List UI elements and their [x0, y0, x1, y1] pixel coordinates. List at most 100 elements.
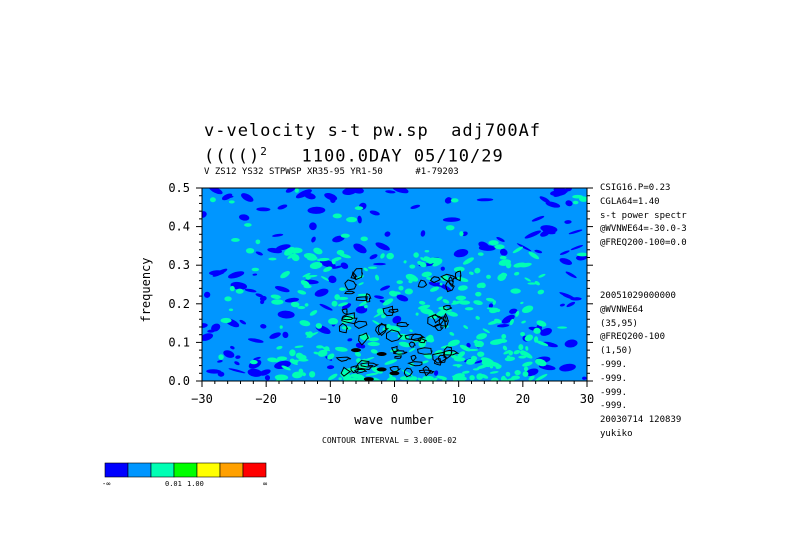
high-value-patch: [474, 267, 481, 274]
low-value-patch: [509, 308, 518, 314]
contour-line: [443, 312, 449, 330]
high-value-fleck: [465, 360, 475, 365]
sidebar-top-line: CGLA64=1.40: [600, 196, 660, 207]
high-value-patch: [513, 350, 521, 355]
y-tick-label: 0.5: [168, 181, 190, 195]
contour-lines: [335, 267, 462, 381]
low-value-patch: [357, 215, 362, 224]
x-tick-label: 10: [451, 392, 465, 406]
contour-line: [407, 361, 423, 367]
high-value-patch: [534, 281, 540, 286]
low-value-patch: [434, 370, 439, 376]
high-value-fleck: [228, 308, 234, 312]
high-value-patch: [419, 261, 427, 268]
low-value-patch: [275, 244, 291, 251]
high-value-patch: [315, 323, 323, 329]
high-value-fleck: [249, 360, 258, 365]
high-value-fleck: [244, 223, 252, 227]
high-value-patch: [338, 377, 343, 381]
high-value-patch: [320, 276, 330, 281]
high-value-patch: [502, 345, 508, 351]
low-value-patch: [330, 197, 336, 203]
high-value-fleck: [472, 368, 480, 371]
low-value-patch: [328, 275, 337, 284]
low-value-patch: [375, 242, 390, 251]
low-value-patch: [341, 303, 352, 310]
contour-line: [396, 321, 410, 328]
high-value-patch: [364, 304, 368, 309]
high-value-fleck: [459, 300, 471, 305]
high-value-patch: [538, 273, 546, 278]
high-value-fleck: [268, 257, 277, 261]
sidebar-bottom-line: -999.: [600, 360, 628, 370]
low-value-patch: [332, 265, 343, 269]
high-value-patch: [335, 346, 348, 352]
y-tick-label: 0.2: [168, 297, 190, 311]
high-value-fleck: [499, 255, 507, 260]
high-value-fleck: [409, 264, 416, 269]
contour-line: [443, 349, 460, 356]
high-value-patch: [408, 347, 416, 352]
high-value-patch: [426, 276, 432, 281]
high-value-patch: [508, 350, 514, 356]
high-value-patch: [404, 288, 413, 295]
high-value-patch: [446, 311, 458, 317]
high-value-patch: [409, 329, 413, 333]
high-value-patch: [372, 320, 381, 326]
high-value-patch: [495, 364, 502, 370]
low-value-patch: [253, 356, 261, 361]
high-value-patch: [447, 339, 460, 347]
high-value-patch: [426, 338, 432, 342]
high-value-patch: [473, 300, 483, 306]
high-value-patch: [328, 373, 338, 381]
sidebar-bottom-line: 20051029000000: [600, 291, 676, 301]
low-value-patch: [223, 350, 235, 358]
high-value-fleck: [486, 274, 491, 279]
y-tick-label: 0.3: [168, 258, 190, 272]
high-value-patch: [331, 300, 338, 307]
high-value-patch: [271, 299, 284, 305]
high-value-fleck: [572, 200, 579, 205]
high-value-patch: [305, 331, 309, 336]
contour-line: [353, 368, 368, 374]
sidebar-top-line: CSIG16.P=0.23: [600, 183, 671, 193]
chart-subtitle: (((()2 1100.0DAY 05/10/29: [204, 145, 504, 167]
low-value-patch: [340, 262, 349, 269]
high-value-fleck: [218, 354, 224, 360]
high-value-patch: [489, 371, 499, 374]
low-value-patch: [247, 338, 264, 343]
high-value-fleck: [340, 370, 352, 374]
low-value-patch: [234, 361, 240, 366]
contour-line: [340, 366, 353, 377]
contour-line: [443, 304, 453, 311]
high-value-fleck: [522, 371, 529, 377]
low-value-patch: [531, 215, 545, 222]
high-value-patch: [393, 291, 401, 295]
high-value-fleck: [303, 284, 312, 289]
high-value-patch: [418, 300, 426, 305]
contour-line: [341, 308, 348, 315]
high-value-patch: [442, 299, 450, 304]
low-value-patch: [570, 297, 582, 301]
high-value-patch: [462, 370, 470, 374]
high-value-patch: [435, 308, 449, 318]
low-value-patch: [501, 314, 515, 324]
contour-line: [352, 267, 364, 281]
high-value-patch: [294, 345, 304, 348]
high-value-patch: [489, 365, 494, 369]
high-value-fleck: [518, 355, 527, 359]
high-value-patch: [327, 353, 335, 360]
high-value-patch: [506, 355, 511, 359]
low-value-patch: [410, 204, 421, 209]
low-value-patch: [559, 258, 573, 266]
high-value-patch: [270, 294, 281, 299]
low-value-patch: [203, 291, 211, 298]
high-value-patch: [317, 349, 328, 357]
high-value-patch: [289, 247, 303, 254]
high-value-patch: [452, 376, 458, 381]
high-value-patch: [345, 374, 351, 380]
high-value-fleck: [339, 287, 346, 291]
high-value-patch: [420, 308, 434, 315]
high-value-fleck: [396, 280, 403, 285]
low-value-patch: [565, 271, 577, 279]
